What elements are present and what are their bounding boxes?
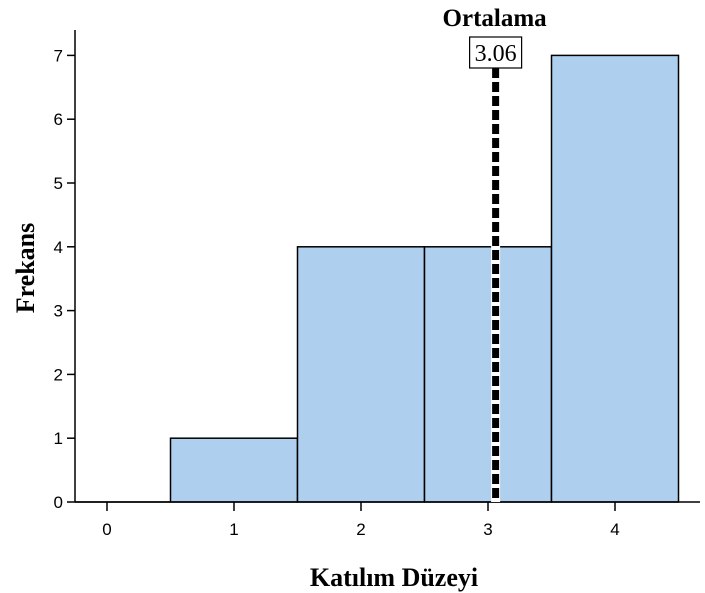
axes (74, 30, 700, 503)
mean-title: Ortalama (443, 5, 548, 32)
mean-indicator: 3.06 Ortalama (443, 5, 548, 502)
mean-value-box (469, 36, 523, 69)
y-tick-label-6: 6 (54, 110, 63, 129)
histogram-bar-1 (169, 437, 299, 503)
x-tick-label-4: 4 (610, 520, 619, 539)
histogram-bar-2 (296, 246, 426, 503)
y-axis-title: Frekans (11, 223, 40, 314)
y-tick-label-7: 7 (54, 46, 63, 65)
x-axis-title: Katılım Düzeyi (310, 563, 478, 592)
x-tick-label-1: 1 (229, 520, 238, 539)
histogram-bar-4 (550, 54, 680, 503)
x-tick-label-2: 2 (356, 520, 365, 539)
histogram-bar-3 (423, 246, 553, 503)
x-tick-label-3: 3 (483, 520, 492, 539)
y-tick-label-5: 5 (54, 174, 63, 193)
y-ticks: 0 1 2 3 4 5 6 7 (54, 46, 75, 512)
y-tick-label-3: 3 (54, 302, 63, 321)
y-tick-label-1: 1 (54, 429, 63, 448)
x-ticks: 0 1 2 3 4 (102, 502, 620, 539)
histogram-bars (75, 54, 680, 503)
x-tick-label-0: 0 (102, 520, 111, 539)
mean-value-label: 3.06 (475, 41, 517, 67)
y-tick-label-0: 0 (54, 493, 63, 512)
y-tick-label-4: 4 (54, 238, 63, 257)
y-tick-label-2: 2 (54, 365, 63, 384)
